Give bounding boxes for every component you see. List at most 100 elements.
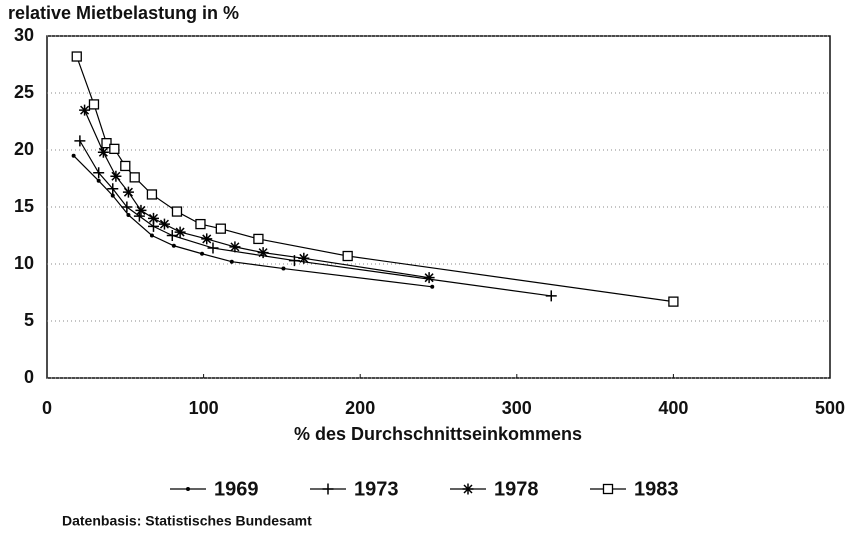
marker-shape (71, 51, 82, 62)
marker-shape (281, 266, 286, 271)
x-tick-label: 0 (42, 398, 52, 418)
marker (171, 206, 183, 217)
legend-label: 1973 (354, 478, 399, 500)
marker (668, 296, 679, 307)
marker-shape (146, 189, 158, 200)
marker (171, 243, 176, 248)
marker-shape (149, 233, 154, 238)
marker-shape (230, 242, 240, 252)
marker-shape (175, 227, 185, 237)
marker (71, 51, 82, 62)
source-note: Datenbasis: Statistisches Bundesamt (62, 513, 312, 529)
marker (93, 167, 105, 179)
marker (97, 146, 109, 158)
marker-shape (299, 253, 309, 263)
y-tick-label: 0 (24, 367, 34, 387)
marker-shape (463, 484, 473, 494)
marker (602, 483, 614, 495)
marker-shape (342, 250, 353, 262)
marker (201, 233, 213, 245)
marker (88, 99, 100, 110)
marker (174, 226, 186, 238)
marker-shape (88, 99, 100, 110)
marker (207, 242, 219, 254)
marker-shape (171, 206, 183, 217)
marker-shape (668, 296, 679, 307)
marker (342, 250, 353, 262)
marker-shape (136, 205, 146, 215)
marker-shape (171, 243, 176, 248)
marker-shape (93, 167, 105, 179)
marker (158, 218, 170, 230)
marker (322, 483, 334, 495)
marker (74, 135, 86, 147)
series-line (79, 140, 552, 297)
marker (281, 266, 286, 271)
marker (195, 218, 206, 230)
marker (200, 251, 205, 256)
marker-shape (424, 273, 434, 283)
marker-shape (258, 248, 268, 258)
y-tick-label: 30 (14, 25, 34, 45)
marker (110, 170, 122, 182)
marker (186, 487, 190, 491)
marker (423, 272, 435, 284)
plot-frame (46, 35, 831, 379)
marker-shape (110, 193, 115, 198)
marker (146, 189, 158, 200)
marker (257, 247, 269, 259)
marker-shape (202, 234, 212, 244)
x-tick-label: 400 (658, 398, 688, 418)
marker (129, 172, 140, 183)
marker (71, 153, 76, 158)
marker-shape (96, 178, 101, 183)
marker-shape (120, 160, 131, 172)
marker (229, 259, 234, 264)
marker-shape (101, 138, 112, 149)
y-tick-label: 10 (14, 253, 34, 273)
marker-shape (215, 223, 226, 234)
marker (215, 223, 226, 234)
marker-shape (207, 242, 219, 254)
marker (229, 241, 241, 253)
marker-shape (159, 219, 169, 229)
marker-shape (126, 212, 131, 217)
marker (545, 290, 557, 302)
legend-label: 1983 (634, 478, 679, 500)
y-tick-label: 25 (14, 82, 34, 102)
x-tick-label: 500 (815, 398, 845, 418)
marker-shape (71, 153, 76, 158)
marker (101, 138, 112, 149)
marker (110, 193, 115, 198)
y-tick-label: 5 (24, 310, 34, 330)
x-tick-label: 200 (345, 398, 375, 418)
marker (298, 252, 310, 264)
marker-shape (98, 147, 108, 157)
marker (122, 186, 134, 198)
y-tick-label: 15 (14, 196, 34, 216)
marker-shape (109, 143, 120, 155)
x-tick-label: 300 (502, 398, 532, 418)
series-line (84, 109, 430, 279)
marker-shape (129, 172, 140, 183)
marker-shape (121, 201, 133, 213)
marker-shape (80, 105, 90, 115)
marker (109, 143, 120, 155)
marker (253, 233, 264, 245)
y-tick-label: 20 (14, 139, 34, 159)
marker-shape (253, 233, 264, 245)
marker-shape (123, 187, 133, 197)
marker (147, 212, 159, 224)
x-tick-label: 100 (189, 398, 219, 418)
y-axis-label: relative Mietbelastung in % (8, 3, 239, 23)
marker (135, 204, 147, 216)
marker (462, 483, 474, 495)
x-axis-label: % des Durchschnittseinkommens (294, 424, 582, 444)
marker (79, 104, 91, 116)
marker-shape (195, 218, 206, 230)
marker (96, 178, 101, 183)
marker (121, 201, 133, 213)
series-line (73, 155, 433, 288)
marker-shape (148, 213, 159, 223)
